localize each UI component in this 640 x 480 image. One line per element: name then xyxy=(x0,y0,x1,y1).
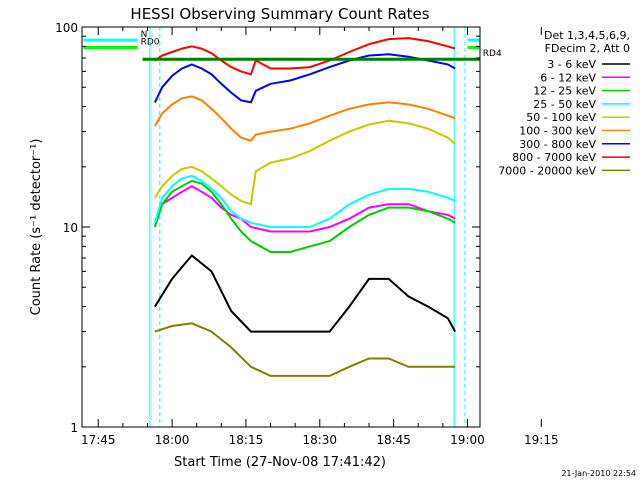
legend-label-6: 300 - 800 keV xyxy=(519,138,596,151)
series-line-6 xyxy=(153,53,456,104)
y-axis-label: Count Rate (s⁻¹ detector⁻¹) xyxy=(29,139,44,316)
series-line-4 xyxy=(154,119,456,206)
legend-label-1: 6 - 12 keV xyxy=(540,71,596,84)
flag-rd4-label: RD4 xyxy=(483,49,502,59)
y-tick-label-1: 10 xyxy=(63,221,78,235)
series-line-1 xyxy=(153,185,456,233)
y-tick-label-0: 1 xyxy=(70,421,78,435)
legend: Det 1,3,4,5,6,9,FDecim 2, Att 0 3 - 6 keV… xyxy=(498,29,630,177)
x-tick-label-5: 19:00 xyxy=(450,433,485,447)
series-line-3 xyxy=(153,174,456,228)
chart-title: HESSI Observing Summary Count Rates xyxy=(130,5,429,23)
legend-label-8: 7000 - 20000 keV xyxy=(498,164,596,177)
series-line-5 xyxy=(154,95,456,142)
date-stamp: 21-Jan-2010 22:54 xyxy=(561,469,636,478)
legend-label-2: 12 - 25 keV xyxy=(533,85,596,98)
legend-title-line-0: Det 1,3,4,5,6,9, xyxy=(544,29,630,42)
legend-label-7: 800 - 7000 keV xyxy=(512,151,596,164)
x-tick-label-4: 18:45 xyxy=(376,433,411,447)
series-line-2 xyxy=(153,179,456,253)
flag-rd0-label: RD0 xyxy=(141,37,160,47)
legend-label-3: 25 - 50 keV xyxy=(533,98,596,111)
legend-label-0: 3 - 6 keV xyxy=(547,58,596,71)
legend-label-4: 50 - 100 keV xyxy=(526,111,596,124)
y-tick-label-2: 100 xyxy=(55,21,78,35)
x-axis-label: Start Time (27-Nov-08 17:41:42) xyxy=(174,455,386,470)
series-line-0 xyxy=(154,254,457,333)
x-tick-label-1: 18:00 xyxy=(155,433,190,447)
flag-n-label: N xyxy=(141,30,148,40)
legend-title-line-1: FDecim 2, Att 0 xyxy=(545,42,630,55)
series-line-8 xyxy=(154,322,456,377)
x-tick-label-3: 18:30 xyxy=(302,433,337,447)
legend-label-5: 100 - 300 keV xyxy=(519,125,596,138)
x-axis: 17:45 18:00 18:15 18:30 18:45 19:00 19:15 xyxy=(81,27,559,447)
x-tick-label-6: 19:15 xyxy=(524,433,559,447)
x-tick-label-2: 18:15 xyxy=(229,433,264,447)
y-axis: 1 10 100 xyxy=(55,21,480,435)
x-tick-label-0: 17:45 xyxy=(81,433,116,447)
